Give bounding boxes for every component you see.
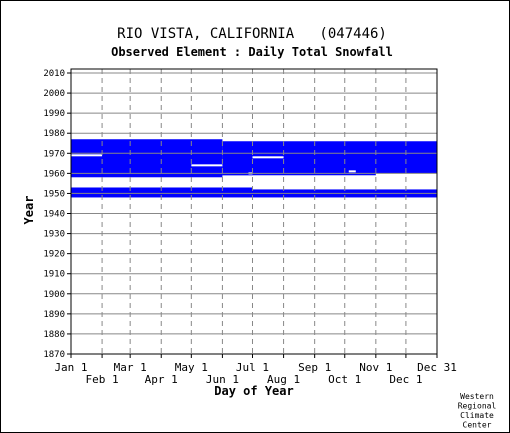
data-period-bar	[222, 141, 437, 176]
missing-period	[375, 173, 437, 178]
y-tick-label: 1970	[43, 149, 65, 159]
plot-background	[71, 69, 437, 354]
data-period-bar	[71, 139, 223, 178]
x-axis-label: Day of Year	[214, 384, 293, 398]
missing-period	[71, 177, 437, 188]
data-period-bar	[71, 187, 437, 198]
x-tick-label: Oct 1	[328, 373, 361, 386]
y-tick-label: 1940	[43, 210, 65, 220]
x-tick-label: Sep 1	[298, 361, 331, 374]
y-tick-label: 1950	[43, 189, 65, 199]
y-tick-label: 2000	[43, 89, 65, 99]
y-tick-label: 1900	[43, 290, 65, 300]
x-tick-label: Jul 1	[236, 361, 269, 374]
y-axis-label: Year	[22, 196, 36, 225]
y-tick-label: 2010	[43, 69, 65, 79]
plot-border	[70, 68, 438, 355]
x-tick-label: Dec 1	[389, 373, 422, 386]
chart-title: RIO VISTA, CALIFORNIA (047446)	[117, 26, 387, 42]
x-tick-label: Jun 1	[206, 373, 239, 386]
credit-line: Western	[460, 392, 494, 401]
credit-line: Climate	[460, 411, 494, 420]
missing-gap	[71, 154, 103, 157]
missing-gap	[191, 164, 223, 167]
x-tick-label: Nov 1	[359, 361, 392, 374]
y-tick-label: 1920	[43, 250, 65, 260]
x-tick-label: Mar 1	[114, 361, 147, 374]
y-tick-label: 1880	[43, 330, 65, 340]
y-tick-label: 1990	[43, 109, 65, 119]
y-tick-label: 1980	[43, 129, 65, 139]
credit-line: Regional	[458, 402, 497, 411]
chart-subtitle: Observed Element : Daily Total Snowfall	[111, 45, 393, 59]
y-tick-label: 1930	[43, 230, 65, 240]
x-tick-label: Apr 1	[145, 373, 178, 386]
credit-line: Center	[463, 421, 492, 430]
x-tick-label: Jan 1	[54, 361, 87, 374]
x-tick-label: Aug 1	[267, 373, 300, 386]
x-tick-label: May 1	[175, 361, 208, 374]
y-tick-label: 1870	[43, 350, 65, 360]
x-tick-label: Feb 1	[86, 373, 119, 386]
y-tick-label: 1960	[43, 169, 65, 179]
y-tick-label: 1910	[43, 270, 65, 280]
missing-gap	[348, 170, 356, 173]
y-tick-label: 1890	[43, 310, 65, 320]
missing-gap	[252, 156, 284, 159]
x-tick-label: Dec 31	[417, 361, 457, 374]
